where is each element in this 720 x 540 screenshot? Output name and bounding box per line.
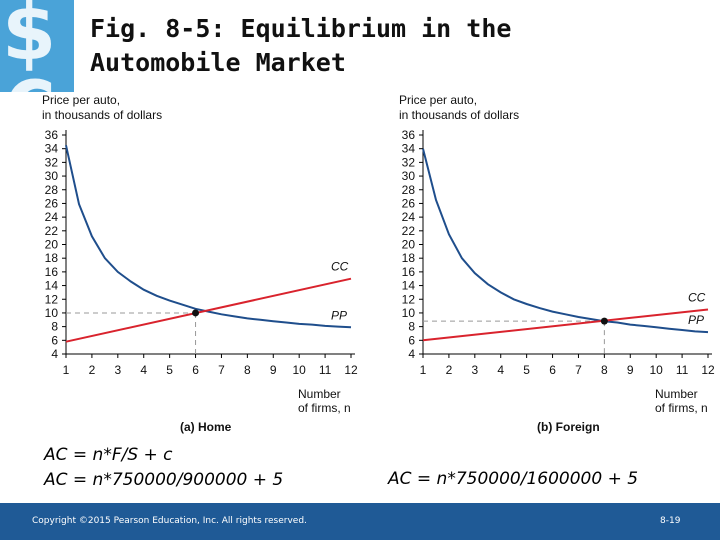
chart-foreign: Price per auto,in thousands of dollars46… xyxy=(399,93,715,434)
y-axis-label-line-1: Price per auto, xyxy=(42,93,120,107)
y-tick-label: 18 xyxy=(402,251,416,265)
equilibrium-point xyxy=(600,317,608,325)
y-tick-label: 6 xyxy=(408,333,415,347)
formula-home-line-2: AC = n*750000/900000 + 5 xyxy=(44,470,284,490)
series-cc-label: CC xyxy=(331,260,349,274)
x-tick-label: 4 xyxy=(497,363,504,377)
x-tick-label: 9 xyxy=(627,363,634,377)
chart-home: Price per auto,in thousands of dollars46… xyxy=(42,93,358,434)
series-pp-label: PP xyxy=(331,308,347,322)
y-tick-label: 12 xyxy=(402,292,416,306)
y-tick-label: 12 xyxy=(45,292,59,306)
x-tick-label: 7 xyxy=(218,363,225,377)
x-axis-label-line-2: of firms, n xyxy=(298,401,351,415)
x-tick-label: 3 xyxy=(471,363,478,377)
y-tick-label: 36 xyxy=(402,128,416,142)
y-tick-label: 28 xyxy=(402,183,416,197)
y-tick-label: 22 xyxy=(402,224,416,238)
series-cc-curve xyxy=(65,277,352,343)
x-tick-label: 11 xyxy=(676,363,689,377)
x-tick-label: 9 xyxy=(270,363,277,377)
y-axis-label-line-1: Price per auto, xyxy=(399,93,477,107)
y-tick-label: 10 xyxy=(402,306,416,320)
formula-foreign-line-1: AC = n*750000/1600000 + 5 xyxy=(388,469,639,489)
x-tick-label: 3 xyxy=(114,363,121,377)
y-tick-label: 6 xyxy=(51,333,58,347)
x-tick-label: 4 xyxy=(140,363,147,377)
chart-caption: (b) Foreign xyxy=(537,420,600,434)
y-tick-label: 4 xyxy=(51,347,58,361)
y-tick-label: 14 xyxy=(402,279,416,293)
y-tick-label: 8 xyxy=(408,320,415,334)
x-tick-label: 8 xyxy=(601,363,608,377)
x-tick-label: 1 xyxy=(63,363,70,377)
slide-number: 8-19 xyxy=(660,516,681,526)
y-tick-label: 34 xyxy=(45,142,59,156)
y-tick-label: 20 xyxy=(45,238,59,252)
y-tick-label: 20 xyxy=(402,238,416,252)
x-tick-label: 2 xyxy=(89,363,96,377)
series-pp-curve xyxy=(422,148,709,334)
y-tick-label: 22 xyxy=(45,224,59,238)
equilibrium-point xyxy=(192,309,200,317)
series-cc-curve xyxy=(422,308,709,342)
y-tick-label: 18 xyxy=(45,251,59,265)
formulas-home: AC = n*F/S + c AC = n*750000/900000 + 5 xyxy=(44,443,283,493)
y-axis-label-line-2: in thousands of dollars xyxy=(42,108,162,122)
slide-title-line-2: Automobile Market xyxy=(90,48,346,77)
x-tick-label: 1 xyxy=(420,363,427,377)
series-pp-curve xyxy=(65,145,352,329)
copyright-text: Copyright ©2015 Pearson Education, Inc. … xyxy=(32,516,307,526)
slide-title-line-1: Fig. 8-5: Equilibrium in the xyxy=(90,14,512,43)
x-tick-label: 12 xyxy=(344,363,358,377)
y-tick-label: 32 xyxy=(45,155,59,169)
x-axis-label-line-1: Number xyxy=(655,387,698,401)
formula-home-line-1: AC = n*F/S + c xyxy=(44,445,173,465)
x-tick-label: 10 xyxy=(293,363,307,377)
y-tick-label: 10 xyxy=(45,306,59,320)
y-tick-label: 24 xyxy=(402,210,416,224)
x-tick-label: 5 xyxy=(523,363,530,377)
x-tick-label: 2 xyxy=(446,363,453,377)
x-tick-label: 8 xyxy=(244,363,251,377)
series-cc-label: CC xyxy=(688,291,706,305)
y-tick-label: 14 xyxy=(45,279,59,293)
logo: $€ xyxy=(0,0,74,92)
x-tick-label: 12 xyxy=(701,363,715,377)
y-tick-label: 32 xyxy=(402,155,416,169)
dollar-euro-icon: $€ xyxy=(2,0,56,92)
y-tick-label: 34 xyxy=(402,142,416,156)
x-tick-label: 11 xyxy=(319,363,332,377)
y-tick-label: 24 xyxy=(45,210,59,224)
y-tick-label: 8 xyxy=(51,320,58,334)
formulas-foreign: AC = n*750000/1600000 + 5 xyxy=(388,467,638,492)
x-axis-label-line-1: Number xyxy=(298,387,341,401)
chart-caption: (a) Home xyxy=(180,420,232,434)
x-tick-label: 10 xyxy=(650,363,664,377)
y-tick-label: 16 xyxy=(45,265,59,279)
x-axis-label-line-2: of firms, n xyxy=(655,401,708,415)
y-tick-label: 28 xyxy=(45,183,59,197)
y-tick-label: 30 xyxy=(402,169,416,183)
y-tick-label: 16 xyxy=(402,265,416,279)
slide-title: Fig. 8-5: Equilibrium in the Automobile … xyxy=(90,12,511,80)
x-tick-label: 7 xyxy=(575,363,582,377)
x-tick-label: 6 xyxy=(549,363,556,377)
series-pp-label: PP xyxy=(688,313,704,327)
footer-bar: Copyright ©2015 Pearson Education, Inc. … xyxy=(0,503,720,540)
y-axis-label-line-2: in thousands of dollars xyxy=(399,108,519,122)
x-tick-label: 6 xyxy=(192,363,199,377)
y-tick-label: 26 xyxy=(402,196,416,210)
y-tick-label: 4 xyxy=(408,347,415,361)
y-tick-label: 26 xyxy=(45,196,59,210)
y-tick-label: 36 xyxy=(45,128,59,142)
x-tick-label: 5 xyxy=(166,363,173,377)
y-tick-label: 30 xyxy=(45,169,59,183)
